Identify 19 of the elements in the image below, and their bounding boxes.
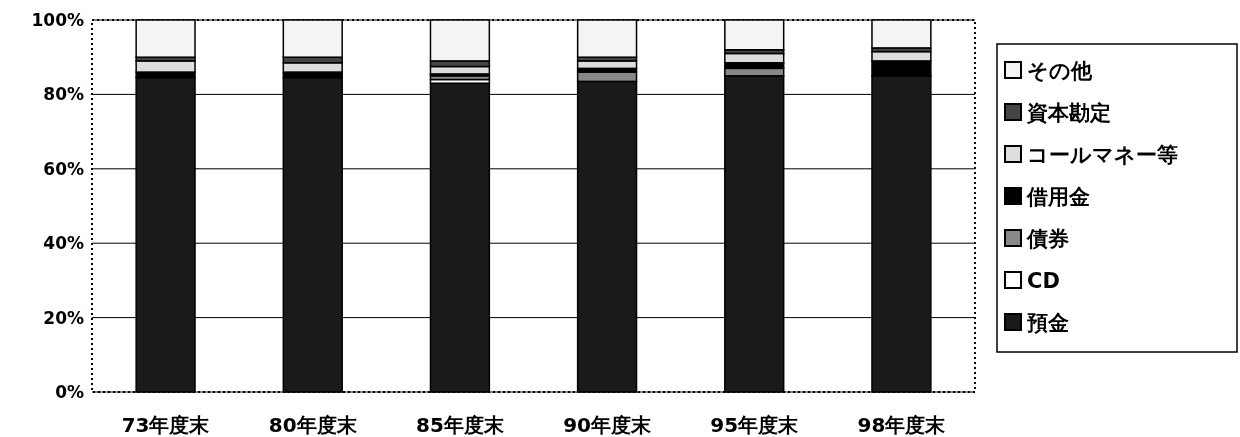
y-tick-label: 40% [43, 233, 84, 254]
x-tick-label: 95年度末 [710, 413, 800, 437]
y-tick-label: 80% [43, 84, 84, 105]
x-tick-label: 98年度末 [857, 413, 947, 437]
legend-label: 資本勘定 [1026, 101, 1111, 125]
x-tick-label: 80年度末 [268, 413, 358, 437]
y-tick-label: 60% [43, 158, 84, 179]
x-tick-label: 73年度末 [121, 413, 211, 437]
legend-label: 債券 [1026, 227, 1069, 251]
y-tick-label: 100% [31, 10, 84, 30]
x-tick-label: 90年度末 [563, 413, 652, 437]
legend-label: 借用金 [1026, 185, 1090, 209]
legend-label: その他 [1027, 59, 1093, 83]
x-tick-label: 85年度末 [415, 413, 505, 437]
legend-label: コールマネー等 [1027, 143, 1178, 167]
y-tick-label: 0% [55, 382, 84, 402]
legend-label: CD [1027, 269, 1060, 293]
legend-label: 預金 [1026, 311, 1069, 335]
y-tick-label: 20% [43, 307, 84, 328]
